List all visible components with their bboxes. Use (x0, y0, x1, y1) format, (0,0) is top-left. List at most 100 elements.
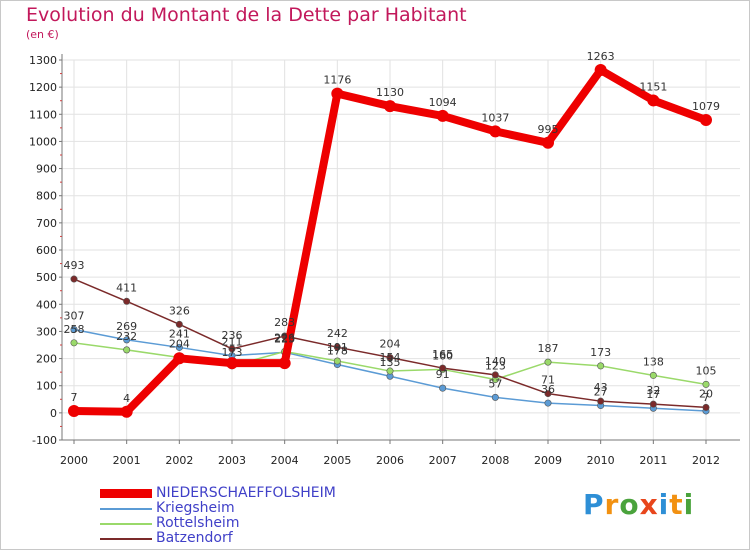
y-tick-label: 700 (36, 217, 57, 230)
data-label: 135 (380, 356, 401, 369)
legend-swatch (100, 507, 152, 510)
data-point (702, 403, 710, 411)
x-tick-label: 2001 (113, 454, 141, 467)
data-label: 7 (71, 391, 78, 404)
logo-letter: i (658, 488, 670, 521)
legend-label: Rottelsheim (156, 515, 240, 531)
y-tick-label: 100 (36, 380, 57, 393)
data-label: 27 (594, 386, 608, 399)
x-tick-label: 2009 (534, 454, 562, 467)
x-tick-label: 2012 (692, 454, 720, 467)
data-point (386, 353, 394, 361)
data-point (647, 94, 660, 107)
data-label: 123 (485, 359, 506, 372)
data-point (439, 384, 447, 392)
data-point (436, 109, 449, 122)
data-label: 187 (538, 342, 559, 355)
y-tick-label: 1000 (29, 135, 57, 148)
data-label: 1151 (639, 80, 667, 93)
y-tick-label: 300 (36, 325, 57, 338)
data-label: 191 (327, 341, 348, 354)
y-tick-label: 1300 (29, 54, 57, 67)
data-label: 211 (222, 336, 243, 349)
data-point (597, 397, 605, 405)
data-point (333, 343, 341, 351)
data-label: 32 (646, 384, 660, 397)
data-point (649, 371, 657, 379)
data-label: 226 (274, 332, 295, 345)
data-label: 36 (541, 383, 555, 396)
data-label: 178 (327, 345, 348, 358)
data-label: 995 (538, 123, 559, 136)
data-label: 204 (169, 337, 190, 350)
legend-item: Rottelsheim (100, 516, 336, 531)
data-label: 154 (380, 351, 401, 364)
chart-unit-label: (en €) (26, 28, 59, 41)
data-label: 43 (594, 381, 608, 394)
data-point (544, 399, 552, 407)
data-point (175, 320, 183, 328)
y-tick-label: 400 (36, 298, 57, 311)
data-label: 173 (590, 346, 611, 359)
data-label: 1079 (692, 100, 720, 113)
legend-item: Batzendorf (100, 531, 336, 546)
data-label: 1263 (587, 50, 615, 63)
x-tick-label: 2002 (165, 454, 193, 467)
data-label: 258 (64, 323, 85, 336)
legend-swatch (100, 522, 152, 525)
data-point (594, 64, 607, 77)
logo-letter: x (639, 488, 659, 521)
data-point (70, 275, 78, 283)
data-label: 165 (432, 348, 453, 361)
data-label: 138 (643, 355, 664, 368)
data-label: 4 (123, 392, 130, 405)
data-label: 307 (64, 310, 85, 323)
data-label: 173 (222, 346, 243, 359)
data-label: 236 (222, 329, 243, 342)
logo-letter: o (619, 488, 640, 521)
y-tick-label: 0 (50, 407, 57, 420)
data-label: 1130 (376, 86, 404, 99)
data-point (123, 336, 131, 344)
data-label: 283 (274, 316, 295, 329)
data-point (226, 357, 238, 370)
data-label: 223 (274, 332, 295, 345)
data-label: 160 (432, 349, 453, 362)
data-label: 269 (116, 320, 137, 333)
logo-letter: i (683, 488, 695, 521)
data-point (120, 405, 133, 418)
y-tick-label: 1200 (29, 81, 57, 94)
data-label: 326 (169, 304, 190, 317)
data-label: 71 (541, 374, 555, 387)
x-tick-label: 2006 (376, 454, 404, 467)
chart-title: Evolution du Montant de la Dette par Hab… (26, 4, 467, 26)
y-tick-label: 1100 (29, 108, 57, 121)
legend-label: Kriegsheim (156, 500, 235, 516)
data-point (597, 362, 605, 370)
data-point (68, 404, 80, 417)
data-label: 57 (488, 377, 502, 390)
data-point (70, 339, 78, 347)
data-label: 232 (116, 330, 137, 343)
data-point (278, 357, 291, 370)
proxiti-logo: Proxiti (583, 488, 694, 521)
data-point (173, 352, 186, 365)
data-label: 7 (703, 391, 710, 404)
x-tick-label: 2007 (429, 454, 457, 467)
chart-legend: NIEDERSCHAEFFOLSHEIM Kriegsheim Rottelshei… (100, 486, 336, 546)
data-label: 242 (327, 327, 348, 340)
data-point (228, 345, 236, 353)
data-point (123, 346, 131, 354)
legend-label: NIEDERSCHAEFFOLSHEIM (156, 485, 336, 501)
data-point (649, 400, 657, 408)
y-tick-label: 500 (36, 271, 57, 284)
y-tick-label: 900 (36, 163, 57, 176)
data-point (333, 357, 341, 365)
data-point (544, 358, 552, 366)
legend-swatch (100, 537, 152, 540)
data-label: 493 (64, 259, 85, 272)
x-tick-label: 2008 (481, 454, 509, 467)
data-point (489, 125, 502, 138)
y-tick-label: 800 (36, 190, 57, 203)
